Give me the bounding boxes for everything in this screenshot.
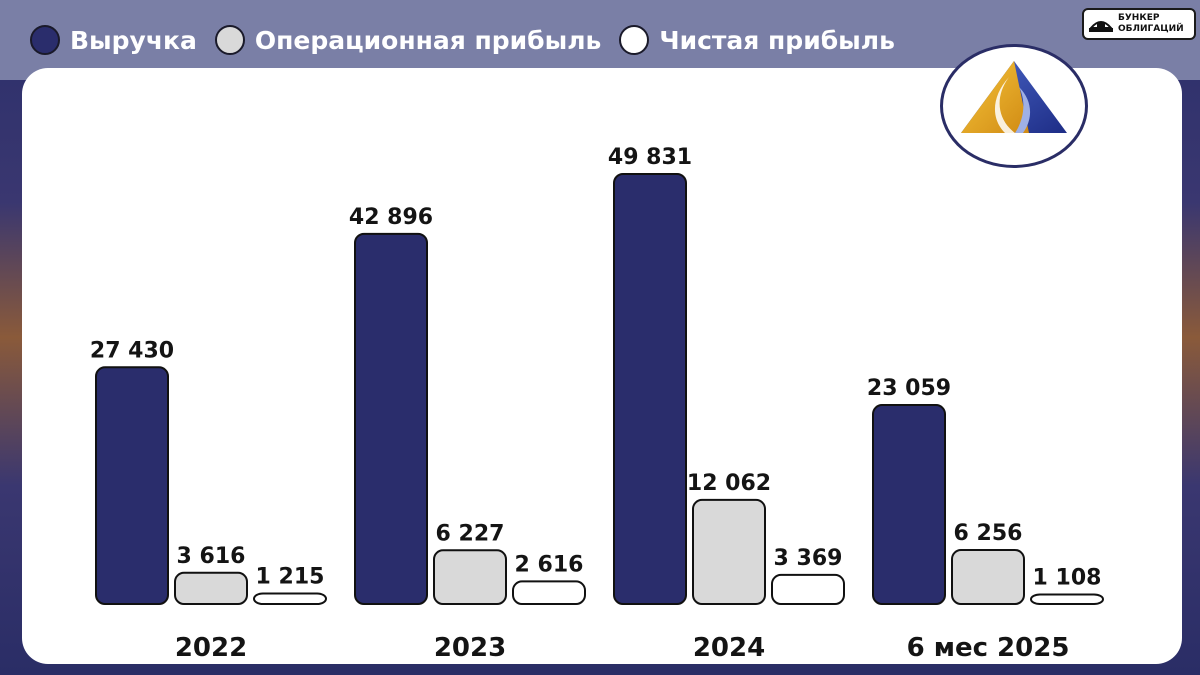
badge-line-1: БУНКЕР [1118,13,1160,23]
bar-net-3 [1030,593,1104,606]
legend-label-net: Чистая прибыль [659,25,895,55]
legend-dot-revenue [30,25,60,55]
data-label-operating-1: 6 227 [436,521,505,546]
data-label-revenue-0: 27 430 [90,338,174,363]
legend-label-operating: Операционная прибыль [254,25,602,55]
company-logo [940,44,1088,168]
bar-revenue-2 [613,173,687,605]
category-label-1: 2023 [434,633,506,663]
bar-revenue-3 [872,404,946,605]
bar-net-1 [512,580,586,605]
badge-line-2: ОБЛИГАЦИЙ [1118,24,1184,34]
legend-item-revenue: Выручка [30,25,197,55]
legend-item-net: Чистая прибыль [619,25,895,55]
bar-revenue-1 [354,232,428,606]
data-label-operating-3: 6 256 [954,521,1023,546]
bar-operating-0 [174,571,248,606]
data-label-net-2: 3 369 [774,546,843,571]
data-label-net-1: 2 616 [515,552,584,577]
bar-net-0 [253,592,327,606]
data-label-operating-0: 3 616 [177,544,246,569]
bunker-icon [1088,21,1114,32]
category-label-0: 2022 [175,633,247,663]
data-label-revenue-2: 49 831 [608,145,692,170]
company-logo-icon [961,61,1067,133]
legend-label-revenue: Выручка [70,25,197,55]
category-label-2: 2024 [693,633,765,663]
category-label-3: 6 мес 2025 [907,633,1070,663]
legend-dot-operating [214,25,245,55]
legend-dot-net [619,25,650,55]
bar-net-2 [771,573,845,606]
data-label-revenue-1: 42 896 [349,205,433,230]
bar-operating-3 [951,549,1025,605]
data-label-net-3: 1 108 [1033,565,1102,590]
bar-revenue-0 [95,366,169,606]
bar-operating-1 [433,549,507,605]
legend-item-operating: Операционная прибыль [214,25,602,55]
chart-legend: Выручка Операционная прибыль Чистая приб… [30,18,895,62]
bunker-badge: БУНКЕР ОБЛИГАЦИЙ [1082,8,1196,40]
data-label-net-0: 1 215 [256,565,325,590]
data-label-revenue-3: 23 059 [867,376,951,401]
bar-operating-2 [692,498,766,605]
data-label-operating-2: 12 062 [687,471,771,496]
